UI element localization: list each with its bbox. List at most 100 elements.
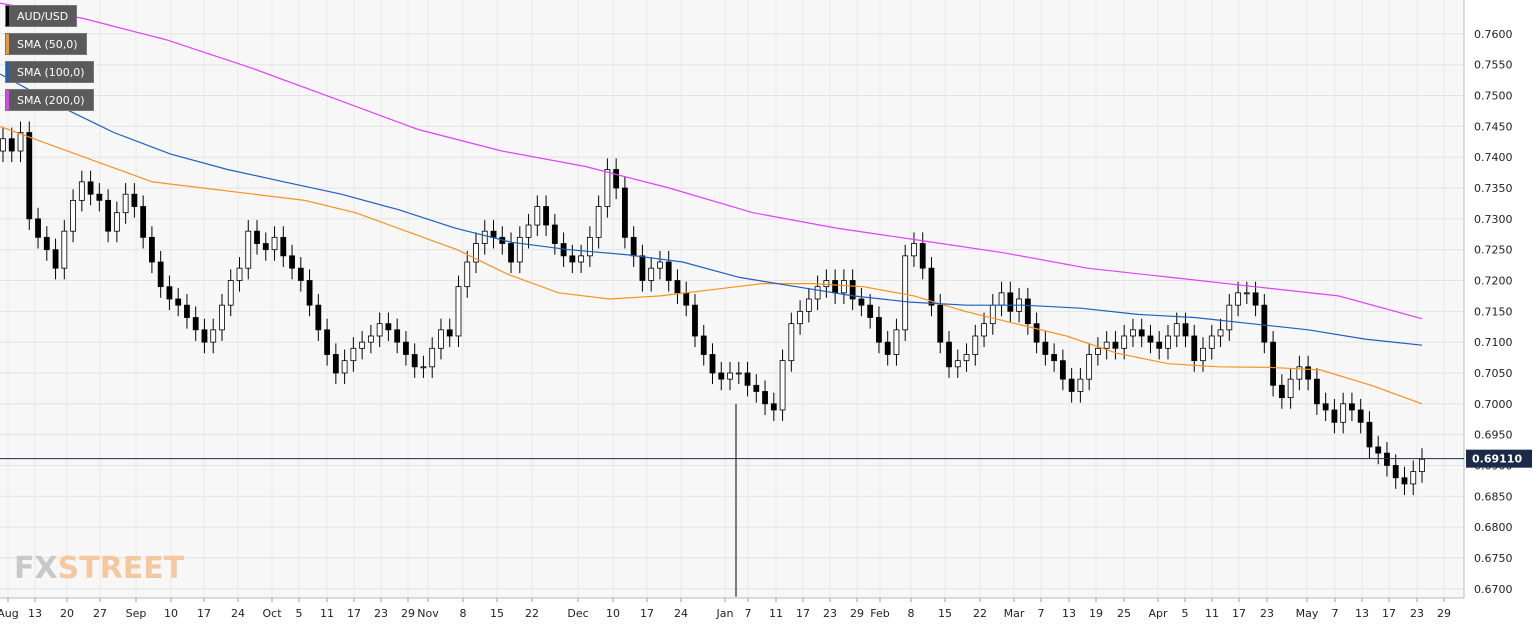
candle[interactable] bbox=[166, 275, 173, 311]
candle[interactable] bbox=[902, 244, 909, 341]
candle[interactable] bbox=[280, 226, 287, 267]
candle[interactable] bbox=[727, 361, 733, 391]
candle[interactable] bbox=[332, 343, 339, 385]
candle[interactable] bbox=[972, 324, 979, 366]
candle[interactable] bbox=[525, 213, 532, 249]
candle[interactable] bbox=[797, 300, 803, 335]
candle[interactable] bbox=[911, 232, 917, 267]
candle[interactable] bbox=[1147, 324, 1154, 354]
candle[interactable] bbox=[709, 343, 716, 385]
candle[interactable] bbox=[1305, 355, 1312, 391]
candle[interactable] bbox=[245, 220, 252, 280]
legend-item[interactable]: SMA (200,0) bbox=[5, 89, 94, 111]
candle[interactable] bbox=[315, 294, 322, 341]
candle[interactable] bbox=[735, 361, 742, 385]
candle[interactable] bbox=[718, 361, 725, 391]
candle[interactable] bbox=[1261, 294, 1268, 354]
candle[interactable] bbox=[1384, 442, 1390, 477]
candle[interactable] bbox=[1252, 281, 1259, 317]
candle[interactable] bbox=[1051, 343, 1058, 372]
candle[interactable] bbox=[26, 121, 33, 230]
legend-item[interactable]: AUD/USD bbox=[5, 5, 78, 27]
candle[interactable] bbox=[657, 250, 663, 280]
candle[interactable] bbox=[411, 343, 418, 378]
candle[interactable] bbox=[534, 195, 541, 237]
candle[interactable] bbox=[1042, 331, 1049, 366]
candle[interactable] bbox=[324, 318, 330, 366]
candle[interactable] bbox=[78, 170, 85, 212]
candle[interactable] bbox=[1095, 337, 1101, 366]
candle[interactable] bbox=[762, 380, 768, 415]
candle[interactable] bbox=[43, 226, 50, 261]
candle[interactable] bbox=[648, 257, 655, 292]
candle[interactable] bbox=[1033, 312, 1040, 354]
candle[interactable] bbox=[438, 318, 444, 360]
candle[interactable] bbox=[849, 269, 856, 311]
candle[interactable] bbox=[17, 121, 24, 163]
candle[interactable] bbox=[840, 269, 847, 304]
candle[interactable] bbox=[1173, 312, 1180, 348]
candle[interactable] bbox=[70, 189, 76, 243]
candle[interactable] bbox=[52, 238, 59, 280]
candle[interactable] bbox=[1322, 392, 1329, 422]
candle[interactable] bbox=[779, 349, 786, 422]
candle[interactable] bbox=[262, 232, 269, 261]
candle[interactable] bbox=[394, 318, 401, 354]
candle[interactable] bbox=[876, 306, 882, 354]
candle[interactable] bbox=[350, 337, 357, 372]
candle[interactable] bbox=[805, 287, 812, 323]
candle[interactable] bbox=[184, 294, 190, 329]
candle[interactable] bbox=[1296, 355, 1303, 391]
candle[interactable] bbox=[1392, 454, 1399, 489]
candle[interactable] bbox=[376, 312, 383, 348]
candle[interactable] bbox=[1112, 331, 1119, 360]
candle[interactable] bbox=[1156, 331, 1163, 360]
candle[interactable] bbox=[149, 226, 155, 274]
candle[interactable] bbox=[1235, 281, 1241, 317]
candle[interactable] bbox=[113, 201, 120, 243]
candle[interactable] bbox=[473, 232, 479, 274]
candle[interactable] bbox=[0, 127, 6, 163]
candle[interactable] bbox=[35, 207, 41, 249]
candle[interactable] bbox=[823, 269, 830, 298]
candle[interactable] bbox=[1401, 466, 1408, 496]
candle[interactable] bbox=[306, 269, 313, 317]
candle[interactable] bbox=[586, 226, 593, 267]
candle[interactable] bbox=[1059, 349, 1066, 391]
candle[interactable] bbox=[1191, 324, 1198, 372]
candle[interactable] bbox=[1086, 343, 1093, 391]
candle[interactable] bbox=[639, 244, 646, 292]
candle[interactable] bbox=[1357, 398, 1364, 434]
candle[interactable] bbox=[105, 189, 112, 243]
candle[interactable] bbox=[201, 318, 208, 354]
candle[interactable] bbox=[1208, 324, 1215, 360]
candle[interactable] bbox=[446, 318, 453, 348]
candle[interactable] bbox=[175, 287, 182, 317]
candle[interactable] bbox=[1007, 281, 1014, 323]
candle[interactable] bbox=[1077, 368, 1084, 403]
candle[interactable] bbox=[543, 195, 549, 237]
candle[interactable] bbox=[946, 331, 952, 378]
candle[interactable] bbox=[893, 318, 900, 366]
candle[interactable] bbox=[87, 170, 94, 206]
candle[interactable] bbox=[1366, 411, 1373, 459]
candle[interactable] bbox=[367, 324, 374, 354]
candle[interactable] bbox=[604, 158, 611, 218]
legend-item[interactable]: SMA (100,0) bbox=[5, 61, 94, 83]
candle[interactable] bbox=[622, 176, 628, 249]
candle[interactable] bbox=[420, 355, 427, 378]
candle[interactable] bbox=[928, 257, 935, 317]
candle[interactable] bbox=[1270, 331, 1276, 397]
candle[interactable] bbox=[219, 294, 225, 341]
candle[interactable] bbox=[1130, 318, 1136, 348]
candle[interactable] bbox=[692, 294, 698, 348]
candle[interactable] bbox=[578, 244, 585, 274]
candle[interactable] bbox=[595, 195, 602, 249]
candle[interactable] bbox=[341, 349, 348, 385]
candle[interactable] bbox=[1182, 312, 1189, 348]
candle[interactable] bbox=[289, 244, 295, 280]
candle[interactable] bbox=[753, 374, 760, 403]
candle[interactable] bbox=[481, 220, 488, 255]
candle[interactable] bbox=[1340, 392, 1347, 434]
